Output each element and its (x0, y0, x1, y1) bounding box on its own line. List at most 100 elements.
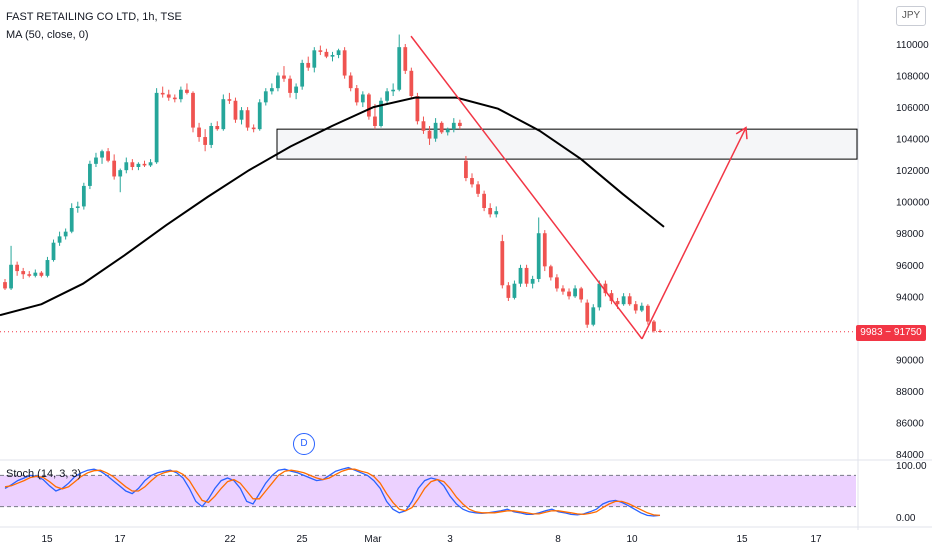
candle-body (81, 185, 86, 207)
candle-body (645, 305, 650, 322)
candle-body (391, 89, 396, 92)
candle-body (421, 121, 426, 131)
candle-body (118, 170, 123, 177)
candle-body (63, 231, 68, 237)
candle-body (21, 271, 26, 275)
x-tick-label: 25 (296, 534, 308, 545)
candle-body (112, 160, 117, 177)
stoch-legend: Stoch (14, 3, 3) (6, 468, 82, 480)
candle-body (221, 99, 226, 130)
candle-body (178, 89, 183, 100)
candle-body (476, 184, 480, 194)
candle-body (45, 260, 50, 276)
candle-body (627, 296, 632, 305)
candle-body (633, 304, 638, 311)
candle-body (233, 100, 238, 120)
candle-body (336, 50, 341, 56)
moving-average-line (0, 96, 665, 317)
x-tick-label: 17 (810, 534, 822, 545)
candle-body (597, 283, 602, 308)
candle-body (276, 75, 280, 89)
candle-body (379, 100, 383, 126)
candle-body (288, 78, 292, 93)
candle-body (33, 272, 38, 276)
y-tick-label: 86000 (896, 418, 924, 429)
x-tick-label: 8 (555, 534, 561, 545)
indicator-legend: MA (50, close, 0) (6, 29, 89, 41)
candle-body (312, 50, 317, 68)
stoch-band (0, 475, 856, 507)
candle-body (621, 296, 626, 305)
candle-body (445, 129, 450, 133)
stoch-k-line (4, 466, 661, 517)
candle-body (227, 99, 232, 101)
candle-body (263, 91, 268, 103)
x-tick-label: 17 (114, 534, 126, 545)
candle-body (191, 92, 195, 128)
y-tick-label: 88000 (896, 387, 924, 398)
candle-body (69, 208, 74, 232)
candle-body (166, 94, 171, 98)
candle-body (561, 288, 565, 292)
candle-body (585, 302, 590, 325)
candle-body (488, 208, 493, 215)
stoch-d-line (4, 468, 661, 517)
candle-body (373, 116, 377, 126)
candle-body (652, 321, 656, 331)
candle-body (615, 301, 620, 305)
x-tick-label: 3 (447, 534, 453, 545)
candle-body (9, 264, 13, 289)
candle-body (239, 110, 244, 120)
y-tick-label: 96000 (896, 261, 924, 272)
candle-body (354, 88, 359, 103)
candle-body (306, 62, 311, 68)
candle-body (542, 233, 547, 267)
candle-body (27, 274, 32, 276)
trend-line (641, 127, 747, 340)
currency-label[interactable]: JPY (896, 6, 926, 26)
candle-body (342, 50, 347, 76)
candle-body (57, 236, 62, 243)
candle-body (324, 51, 329, 57)
dividend-event-marker[interactable]: D (293, 433, 315, 455)
x-tick-label: Mar (364, 534, 382, 545)
candle-body (318, 50, 323, 52)
y-tick-label: 98000 (896, 229, 924, 240)
candle-body (494, 211, 499, 215)
candle-body (603, 283, 608, 294)
candle-body (15, 264, 20, 272)
candle-body (397, 47, 402, 90)
candle-body (512, 283, 517, 298)
candle-body (197, 127, 201, 138)
candle-body (403, 47, 408, 71)
candle-body (548, 266, 553, 278)
candle-body (185, 89, 189, 93)
candle-body (209, 126, 214, 145)
y-tick-label: 106000 (896, 103, 930, 114)
candle-body (470, 178, 474, 185)
candle-body (433, 122, 438, 139)
candle-body (269, 88, 274, 92)
candle-body (39, 272, 44, 276)
candle-body (251, 127, 256, 130)
candle-body (172, 97, 177, 100)
candle-body (385, 91, 389, 101)
y-tick-label: 90000 (896, 355, 924, 366)
y-tick-label: 102000 (896, 166, 930, 177)
candle-body (427, 130, 432, 139)
candle-body (464, 160, 468, 179)
candle-body (518, 267, 523, 284)
candle-body (555, 277, 559, 289)
candle-body (524, 267, 529, 284)
resistance-zone (276, 128, 858, 160)
candle-body (451, 122, 456, 130)
candle-body (360, 94, 365, 103)
candle-body (154, 92, 159, 163)
candle-body (148, 162, 153, 166)
y-tick-label: 84000 (896, 450, 924, 461)
candle-body (591, 307, 596, 325)
candle-body (124, 162, 129, 171)
candle-body (567, 291, 571, 297)
